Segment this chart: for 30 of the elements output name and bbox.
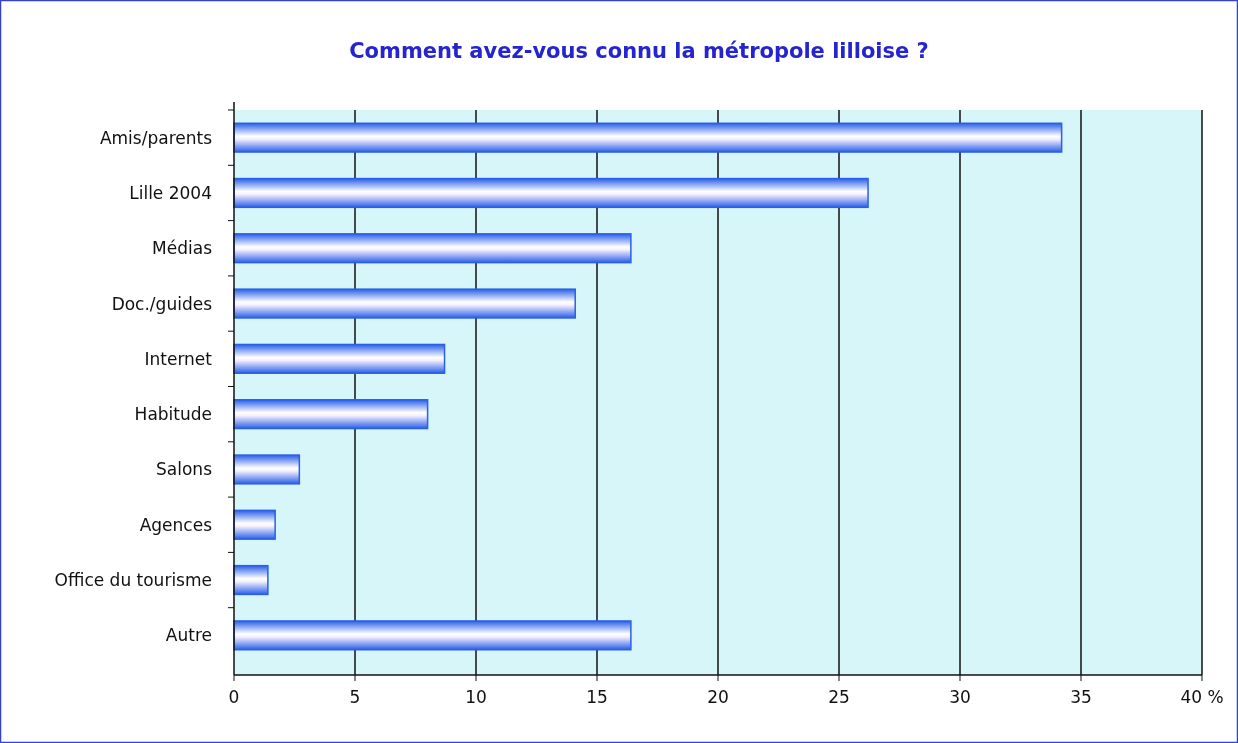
bar (233, 343, 446, 374)
y-tick-label: Médias (152, 238, 213, 259)
y-tick-label: Agences (139, 514, 213, 535)
y-tick-label: Lille 2004 (129, 182, 212, 203)
x-tick-label: 25 (828, 687, 850, 707)
chart-title: Comment avez-vous connu la métropole lilloise ? (349, 39, 929, 63)
y-tick-label: Autre (165, 625, 212, 646)
x-tick-label: 0 (228, 687, 240, 707)
x-tick-label: 35 (1070, 687, 1092, 707)
bar (233, 399, 429, 430)
x-tick-label: 5 (349, 687, 361, 707)
bar (233, 233, 632, 264)
bar (233, 288, 576, 319)
bar (233, 454, 301, 485)
bar (233, 177, 869, 209)
x-tick-label: 20 (707, 687, 729, 707)
y-tick-label: Amis/parents (99, 127, 213, 148)
y-tick-label: Internet (144, 348, 213, 369)
x-tick-label: 10 (465, 687, 487, 707)
y-tick-label: Salons (156, 459, 213, 480)
bar (233, 620, 632, 651)
bar (233, 122, 1063, 153)
y-tick-label: Office du tourisme (54, 570, 212, 591)
x-tick-label: 15 (586, 687, 608, 707)
y-tick-label: Habitude (134, 404, 212, 425)
bar (233, 509, 276, 540)
y-tick-label: Doc./guides (111, 293, 213, 314)
bar (233, 564, 269, 596)
x-tick-label: 30 (949, 687, 971, 707)
x-tick-label: 40 % (1180, 687, 1224, 707)
